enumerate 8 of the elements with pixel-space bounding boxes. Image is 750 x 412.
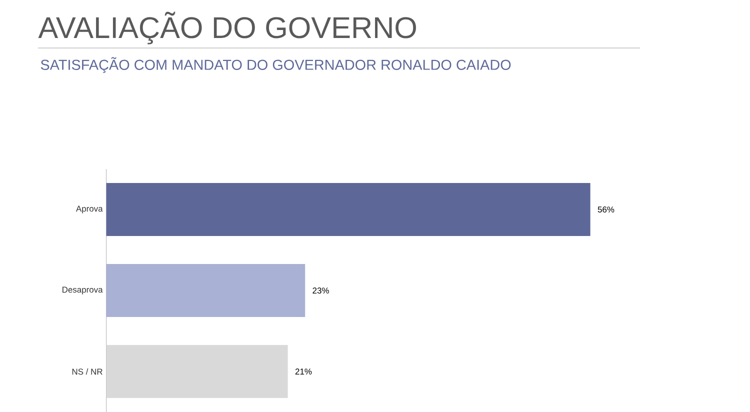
data-label: 56% [598, 206, 614, 212]
y-tick-label: NS / NR [72, 368, 102, 375]
data-label: 23% [312, 287, 329, 294]
data-label: 21% [295, 368, 312, 374]
chart-title: AVALIAÇÃO DO GOVERNO [38, 12, 416, 44]
y-tick-label: Aprova [76, 206, 103, 214]
y-tick-label: Desaprova [62, 286, 103, 294]
chart-subtitle: SATISFAÇÃO COM MANDATO DO GOVERNADOR RONALDO CAIADO [40, 57, 511, 73]
